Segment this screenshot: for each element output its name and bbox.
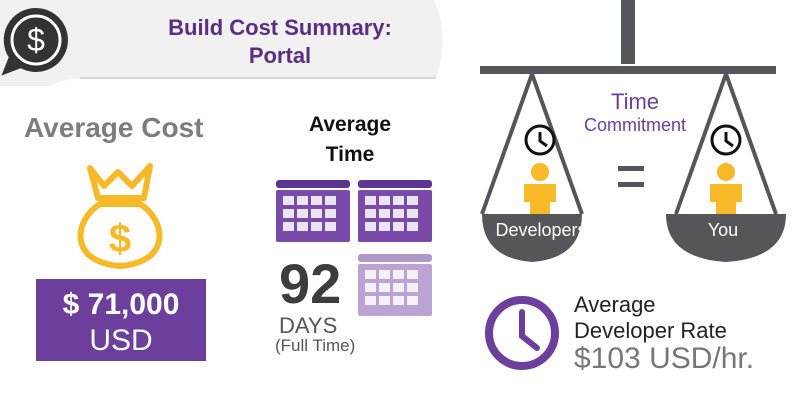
average-time-heading-line2: Time <box>325 143 375 166</box>
right-pan <box>666 214 786 262</box>
average-cost-heading: Average Cost <box>24 112 204 143</box>
svg-text:$: $ <box>109 217 131 261</box>
calendar-partial-icon <box>358 254 432 316</box>
average-time-heading: Average Time <box>285 110 415 170</box>
you-label: You <box>707 220 739 240</box>
average-time-note: (Full Time) <box>275 336 356 355</box>
clock-icon <box>710 124 742 156</box>
developer-rate-label-line1: Average <box>574 292 656 317</box>
scale-pole <box>621 0 635 64</box>
developer-rate-label: Average Developer Rate <box>574 292 727 344</box>
average-cost-amount: $ 71,000 <box>62 288 180 321</box>
header-banner: $ <box>0 0 443 86</box>
scale-beam <box>480 66 776 74</box>
time-commitment-line2: Commitment <box>583 115 686 135</box>
left-pan <box>482 214 582 262</box>
money-bag-icon: $ <box>77 163 163 269</box>
person-icon <box>524 163 556 214</box>
page-title-line2: Portal <box>248 43 312 68</box>
calendar-icon <box>276 180 350 242</box>
calendar-icon <box>358 180 432 242</box>
average-cost-currency: USD <box>89 324 153 357</box>
average-time-unit: DAYS <box>279 313 338 338</box>
time-commitment-line1: Time <box>610 89 660 114</box>
page-title: Build Cost Summary: Portal <box>120 14 440 70</box>
average-cost-box: $ 71,000 USD <box>36 279 206 361</box>
developers-label: Developers <box>495 220 587 240</box>
svg-text:$: $ <box>27 22 45 58</box>
average-time-value: 92 <box>279 252 342 315</box>
person-icon <box>710 163 742 214</box>
page-title-line1: Build Cost Summary: <box>168 15 392 40</box>
developer-rate-value: $103 USD/hr. <box>574 342 755 375</box>
clock-icon <box>524 124 556 156</box>
dollar-speech-bubble-icon: $ <box>1 7 68 76</box>
developer-rate-label-line2: Developer Rate <box>574 318 727 343</box>
equals-sign <box>618 166 644 187</box>
balance-scale <box>480 0 786 262</box>
time-commitment-title: Time Commitment <box>570 89 700 136</box>
clock-icon <box>485 296 559 370</box>
average-time-heading-line1: Average <box>308 113 392 136</box>
